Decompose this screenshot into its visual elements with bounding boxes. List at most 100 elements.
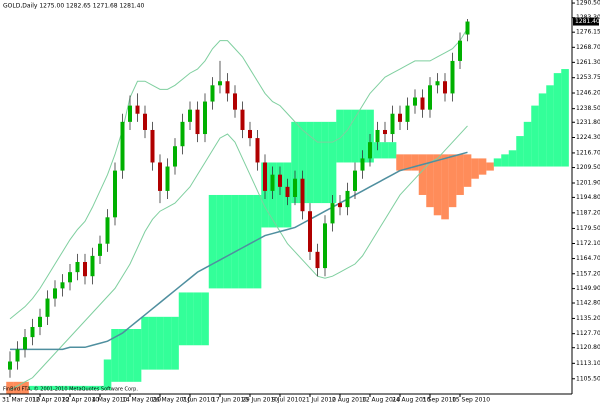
candle-body [353, 170, 357, 191]
cloud-segment [133, 329, 142, 382]
x-tick-label: 22 Apr 2010 [62, 397, 99, 404]
candle-body [15, 349, 20, 362]
cloud-segment [471, 158, 479, 179]
cloud-segment [231, 194, 239, 289]
cloud-segment [501, 154, 509, 167]
cloud-segment [426, 154, 434, 208]
candle-body [135, 105, 140, 114]
cloud-segment [43, 385, 52, 390]
candle-body [83, 261, 87, 277]
cloud-segment [388, 142, 397, 159]
y-tick-label: 1224.30 [576, 134, 600, 141]
candle-body [68, 272, 72, 283]
x-tick-label: 7 Jun 2010 [182, 397, 214, 404]
y-tick-label: 1172.10 [576, 240, 600, 247]
candle-body [8, 361, 12, 370]
candle-body [203, 101, 207, 135]
last-price-label: 1281.40 [575, 18, 600, 25]
candle-body [53, 288, 57, 299]
cloud-segment [163, 316, 172, 370]
x-tick-label: 14 May 2010 [122, 397, 161, 404]
y-tick-label: 1105.50 [576, 375, 600, 382]
cloud-segment [538, 93, 547, 167]
y-tick-label: 1127.70 [576, 330, 600, 337]
x-tick-label: 3 Sep 2010 [422, 397, 456, 404]
candle-body [218, 81, 222, 86]
y-tick-label: 1157.20 [576, 270, 600, 277]
candle-body [173, 146, 177, 167]
y-tick-label: 1238.50 [576, 105, 600, 112]
candle-body [270, 174, 275, 191]
candle-body [158, 162, 162, 191]
cloud-segment [553, 73, 562, 167]
candle-body [450, 60, 455, 94]
candles-layer [8, 18, 470, 378]
cloud-segment [298, 121, 307, 204]
cloud-segment [463, 154, 472, 187]
candle-body [300, 178, 305, 212]
x-tick-label: 29 Jun 2010 [242, 397, 278, 404]
candle-body [75, 261, 80, 273]
cloud-segment [51, 385, 59, 390]
y-tick-label: 1216.70 [576, 149, 600, 156]
cloud-segment [478, 158, 487, 175]
x-tick-label: 9 Jul 2010 [272, 397, 302, 404]
cloud-segment [351, 109, 359, 163]
cloud-segment [156, 316, 164, 370]
candle-body [248, 129, 252, 139]
candle-body [45, 298, 50, 317]
candle-body [60, 282, 65, 289]
cloud-segment [193, 292, 202, 346]
candle-body [38, 316, 42, 327]
candle-body [413, 97, 417, 106]
candle-body [128, 105, 132, 122]
x-tick-label: 31 Mar 2010 [2, 397, 40, 404]
cloud-segment [291, 121, 299, 204]
y-tick-label: 1149.90 [576, 285, 600, 292]
indicator-line [9, 125, 468, 391]
candle-body [188, 109, 192, 122]
x-tick-label: 12 Aug 2010 [362, 397, 401, 404]
candle-body [330, 203, 335, 224]
cloud-segment [118, 329, 127, 382]
cloud-segment [531, 105, 539, 167]
cloud-segment [358, 109, 367, 163]
y-tick-label: 1231.80 [576, 119, 600, 126]
cloud-segment [433, 154, 442, 216]
y-tick-label: 1164.70 [576, 255, 600, 262]
candle-body [23, 337, 27, 350]
candle-body [420, 97, 425, 110]
cloud-segment [321, 121, 329, 204]
cloud-segment [306, 121, 314, 204]
x-tick-label: 12 Apr 2010 [32, 397, 69, 404]
candle-body [225, 81, 230, 94]
cloud-segment [381, 142, 389, 159]
cloud-segment [336, 109, 344, 163]
y-tick-label: 1261.30 [576, 59, 600, 66]
cloud-segment [516, 136, 524, 167]
cloud-segment [343, 109, 352, 163]
y-tick-label: 1194.80 [576, 194, 600, 201]
candle-body [263, 162, 267, 191]
candle-body [360, 158, 365, 171]
cloud-segment [418, 154, 427, 195]
x-tick-label: 15 Sep 2010 [452, 397, 490, 404]
y-tick-label: 1253.75 [576, 74, 600, 81]
footer: FinBird FTA, © 2001-2010 MetaQuotes Soft… [3, 386, 138, 393]
cloud-segment [223, 194, 232, 289]
candle-body [390, 113, 395, 135]
y-tick-label: 1268.70 [576, 44, 600, 51]
cloud-segment [403, 154, 412, 171]
candle-body [383, 129, 387, 135]
cloud-segment [103, 359, 112, 390]
candle-body [150, 129, 155, 163]
y-tick-label: 1120.80 [576, 344, 600, 351]
cloud-segment [486, 162, 494, 171]
cloud-segment [126, 329, 134, 382]
cloud-segment [28, 385, 37, 390]
indicator-line [10, 151, 468, 351]
candle-body [338, 203, 342, 208]
cloud-segment [141, 316, 149, 370]
cloud-segment [546, 85, 554, 167]
x-tick-label: 26 May 2010 [152, 397, 191, 404]
